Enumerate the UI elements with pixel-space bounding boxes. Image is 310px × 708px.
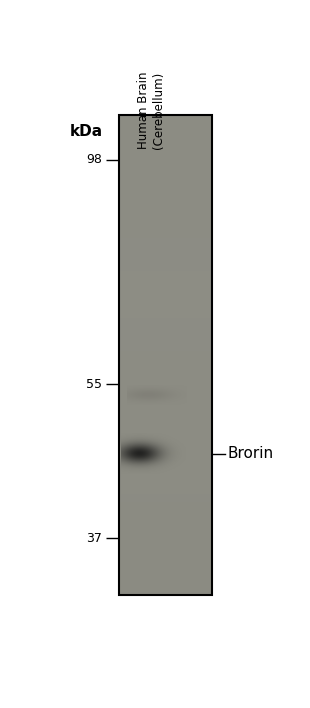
Bar: [119, 115, 212, 595]
Text: kDa: kDa: [69, 124, 102, 139]
Text: Human Brain
(Cerebellum): Human Brain (Cerebellum): [137, 72, 166, 149]
Text: 37: 37: [86, 532, 102, 544]
Text: 98: 98: [86, 154, 102, 166]
Text: 55: 55: [86, 378, 102, 391]
Text: Brorin: Brorin: [227, 446, 273, 461]
